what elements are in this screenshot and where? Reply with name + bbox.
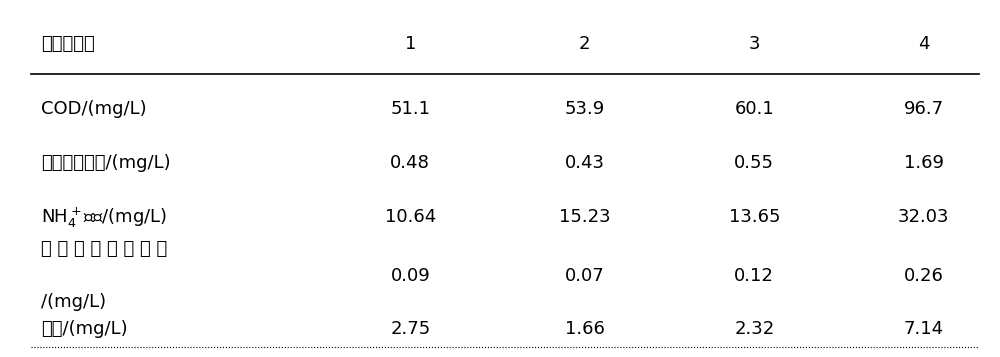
Text: 96.7: 96.7	[904, 100, 944, 119]
Text: 1: 1	[405, 35, 416, 53]
Text: 0.48: 0.48	[390, 154, 430, 172]
Text: 2.75: 2.75	[390, 320, 430, 338]
Text: 1.66: 1.66	[565, 320, 605, 338]
Text: 0.55: 0.55	[734, 154, 774, 172]
Text: 0.07: 0.07	[565, 267, 605, 285]
Text: 7.14: 7.14	[904, 320, 944, 338]
Text: 0.12: 0.12	[734, 267, 774, 285]
Text: 0.09: 0.09	[390, 267, 430, 285]
Text: 60.1: 60.1	[734, 100, 774, 119]
Text: 亚 硝 基 二 甲 胺 浓 度: 亚 硝 基 二 甲 胺 浓 度	[41, 240, 168, 258]
Text: COD/(mg/L): COD/(mg/L)	[41, 100, 147, 119]
Text: 催化剂组成: 催化剂组成	[41, 35, 95, 53]
Text: 2: 2	[579, 35, 591, 53]
Text: 偏二甲肼浓度/(mg/L): 偏二甲肼浓度/(mg/L)	[41, 154, 171, 172]
Text: 2.32: 2.32	[734, 320, 774, 338]
Text: 32.03: 32.03	[898, 208, 950, 226]
Text: /(mg/L): /(mg/L)	[41, 293, 106, 311]
Text: 甲醛/(mg/L): 甲醛/(mg/L)	[41, 320, 128, 338]
Text: 53.9: 53.9	[565, 100, 605, 119]
Text: 13.65: 13.65	[729, 208, 780, 226]
Text: 0.43: 0.43	[565, 154, 605, 172]
Text: 15.23: 15.23	[559, 208, 611, 226]
Text: 3: 3	[749, 35, 760, 53]
Text: 51.1: 51.1	[390, 100, 430, 119]
Text: 4: 4	[918, 35, 930, 53]
Text: NH$_4^+$浓度/(mg/L): NH$_4^+$浓度/(mg/L)	[41, 205, 167, 230]
Text: 1.69: 1.69	[904, 154, 944, 172]
Text: 10.64: 10.64	[385, 208, 436, 226]
Text: 0.26: 0.26	[904, 267, 944, 285]
